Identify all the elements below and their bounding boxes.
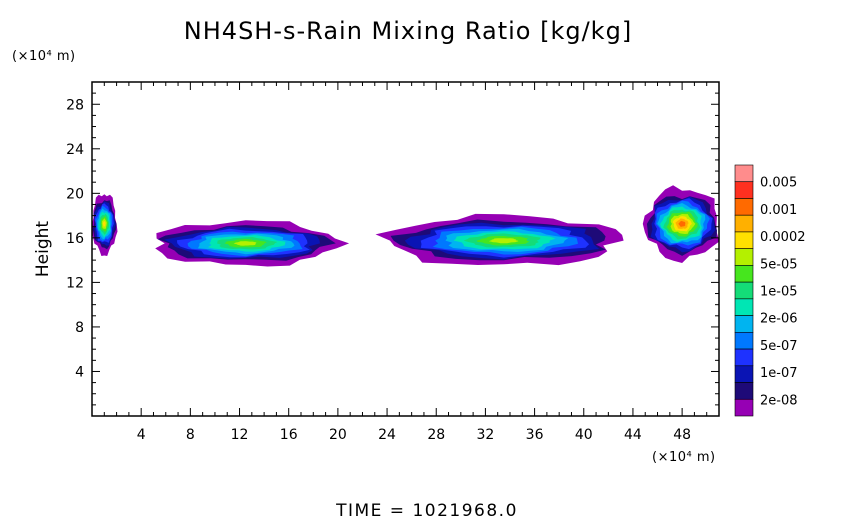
colorbar-label: 5e-05: [760, 257, 798, 272]
x-tick-label: 12: [231, 427, 249, 443]
colorbar-label: 1e-07: [760, 366, 798, 381]
colorbar-label: 1e-05: [760, 285, 798, 300]
colorbar-swatch: [734, 382, 754, 400]
y-tick-label: 12: [66, 275, 84, 291]
colorbar-label: 0.005: [760, 176, 797, 191]
contour-level: [102, 220, 106, 227]
colorbar-swatch: [734, 398, 754, 417]
colorbar-swatch: [734, 298, 754, 316]
colorbar-swatch: [734, 332, 754, 350]
x-tick-label: 8: [186, 427, 195, 443]
colorbar-swatch: [734, 248, 754, 266]
x-tick-label: 16: [280, 427, 298, 443]
colorbar-label: 5e-07: [760, 339, 798, 354]
contour-level: [233, 241, 257, 246]
colorbar-swatch: [734, 198, 754, 216]
y-tick-label: 20: [66, 186, 84, 202]
colorbar-swatch: [734, 281, 754, 300]
colorbar-label: 0.001: [760, 203, 797, 218]
colorbar-swatch: [734, 214, 754, 233]
x-axis-ticks: 4 8 12 16 20 24 28 32 36 40 44 48: [103, 82, 708, 443]
colorbar-label: 0.0002: [760, 230, 806, 245]
y-tick-label: 24: [66, 142, 84, 158]
mixing-ratio-field: [92, 185, 719, 267]
y-tick-label: 16: [66, 231, 84, 247]
time-label: TIME = 1021968.0: [335, 501, 518, 519]
y-tick-label: 28: [66, 97, 84, 113]
colorbar-swatch: [734, 265, 754, 283]
contour-level: [488, 238, 519, 244]
cloud-right-edge: [642, 185, 719, 263]
colorbar: 0.005 0.001 0.0002 5e-05 1e-05 2e-06 5e-07 1e-0…: [734, 164, 806, 417]
cloud-band-left: [155, 220, 350, 267]
colorbar-label: 2e-08: [760, 393, 798, 408]
x-tick-label: 24: [378, 427, 396, 443]
x-tick-label: 36: [526, 427, 544, 443]
cloud-band-middle: [375, 213, 624, 266]
colorbar-swatch: [734, 365, 754, 383]
colorbar-swatch: [734, 231, 754, 249]
colorbar-label: 2e-06: [760, 312, 798, 327]
y-axis-label: Height: [33, 221, 53, 278]
x-tick-label: 20: [329, 427, 347, 443]
x-tick-label: 4: [137, 427, 146, 443]
x-tick-label: 48: [673, 427, 691, 443]
x-tick-label: 44: [624, 427, 642, 443]
y-axis-ticks: 4 8 12 16 20 24 28: [66, 92, 719, 406]
cloud-left-edge: [92, 194, 118, 256]
x-axis-unit: (×10⁴ m): [652, 450, 716, 465]
x-tick-label: 28: [427, 427, 445, 443]
x-tick-label: 40: [575, 427, 593, 443]
y-axis-unit: (×10⁴ m): [12, 49, 76, 64]
colorbar-swatch: [734, 164, 754, 183]
colorbar-swatch: [734, 315, 754, 333]
y-tick-label: 4: [75, 364, 84, 380]
contour-level: [678, 220, 686, 227]
y-tick-label: 8: [75, 320, 84, 336]
chart-title: NH4SH-s-Rain Mixing Ratio [kg/kg]: [184, 17, 632, 45]
colorbar-swatch: [734, 348, 754, 367]
colorbar-swatch: [734, 181, 754, 199]
x-tick-label: 32: [476, 427, 494, 443]
